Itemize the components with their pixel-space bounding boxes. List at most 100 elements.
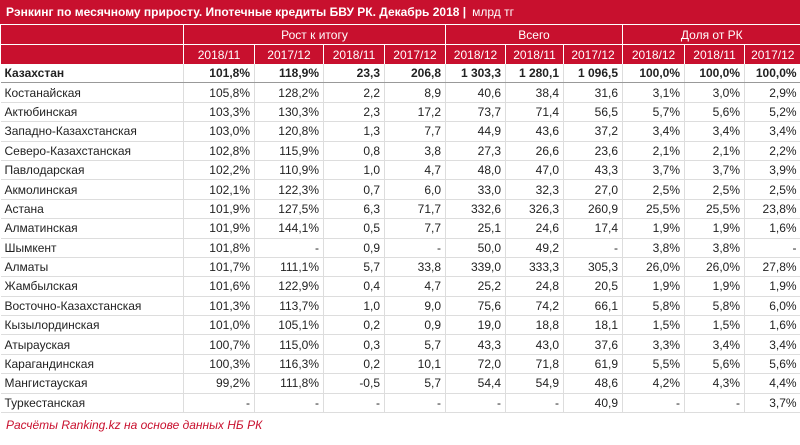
table-row: Актюбинская 103,3% 130,3% 2,3 17,2 73,7 71,4 56…: [0, 102, 800, 123]
cell: 111,1%: [254, 257, 324, 278]
cell: 0,7: [323, 179, 385, 200]
cell: 103,3%: [183, 102, 255, 123]
cell: 5,8%: [622, 296, 685, 317]
cell: -: [744, 238, 800, 258]
cell: 43,3: [562, 160, 623, 181]
cell: 100,7%: [183, 334, 255, 355]
cell: 26,6: [505, 141, 564, 161]
cell: 1,0: [323, 296, 385, 317]
table-row: Шымкент 101,8% -0,9-50,0 49,2-3,8% 3,8% -: [0, 238, 800, 258]
title: Рэнкинг по месячному приросту. Ипотечные…: [6, 5, 460, 19]
cell: 4,2%: [622, 373, 685, 394]
cell: 99,2%: [183, 373, 255, 394]
corner-cell: [0, 24, 184, 45]
cell: 71,7: [384, 199, 446, 220]
ranking-table: Рост к итогу Всего Доля от РК 2018/11 2017/1…: [0, 24, 800, 414]
cell: -: [323, 393, 385, 414]
cell: 6,0%: [744, 296, 800, 317]
cell: 101,0%: [183, 315, 255, 336]
cell: 27,0: [562, 179, 623, 200]
cell: 3,4%: [744, 121, 800, 142]
cell: 27,3: [445, 141, 506, 161]
region-name: Туркестанская: [0, 393, 184, 414]
cell: 0,2: [323, 354, 385, 375]
corner-cell: [0, 44, 184, 64]
table-row: Жамбылская 101,6% 122,9% 0,4 4,7 25,2 24,8 20,5…: [0, 276, 800, 297]
cell: 4,3%: [684, 373, 745, 394]
cell: 260,9: [562, 199, 623, 220]
column-header: 2018/12: [622, 44, 685, 64]
column-header: 2017/12: [744, 44, 800, 64]
cell: 33,8: [384, 257, 446, 278]
cell: 0,4: [323, 276, 385, 297]
cell: 7,7: [384, 218, 446, 239]
cell: 101,6%: [183, 276, 255, 297]
cell: 54,4: [445, 373, 506, 394]
group-header: Рост к итогу: [183, 24, 446, 45]
table-row: Павлодарская 102,2% 110,9% 1,0 4,7 48,0 47,0 43…: [0, 160, 800, 181]
cell: -: [622, 393, 685, 414]
cell: 3,0%: [684, 82, 745, 103]
table-row: Костанайская 105,8% 128,2% 2,2 8,9 40,6 38,4 31…: [0, 82, 800, 103]
column-header: 2017/12: [562, 44, 623, 64]
table-row: Восточно-Казахстанская 101,3% 113,7% 1,0 9,0…: [0, 296, 800, 317]
cell: 5,8%: [684, 296, 745, 317]
cell: 25,5%: [684, 199, 745, 220]
column-header: 2017/12: [254, 44, 324, 64]
cell: 40,6: [445, 82, 506, 103]
cell: 1,5%: [622, 315, 685, 336]
cell: 38,4: [505, 82, 564, 103]
cell: 17,2: [384, 102, 446, 123]
cell: 105,8%: [183, 82, 255, 103]
cell: 130,3%: [254, 102, 324, 123]
table-row: Туркестанская - - - - - -40,9- -3,7%: [0, 393, 800, 414]
cell: 20,5: [562, 276, 623, 297]
cell: 144,1%: [254, 218, 324, 239]
table-row: Алматинская 101,9% 144,1% 0,5 7,7 25,1 24,6 17,…: [0, 218, 800, 239]
cell: 24,6: [505, 218, 564, 239]
region-name: Жамбылская: [0, 276, 184, 297]
cell: 3,8%: [622, 238, 685, 258]
cell: 115,9%: [254, 141, 324, 161]
cell: 61,9: [562, 354, 623, 375]
cell: 2,2: [323, 82, 385, 103]
cell: 43,6: [505, 121, 564, 142]
cell: 25,1: [445, 218, 506, 239]
cell: 73,7: [445, 102, 506, 123]
title-bar: Рэнкинг по месячному приросту. Ипотечные…: [0, 0, 800, 24]
cell: 7,7: [384, 121, 446, 142]
group-header: Всего: [444, 24, 623, 45]
unit: млрд тг: [472, 5, 515, 19]
region-name: Кызылординская: [0, 315, 184, 336]
cell: 101,8%: [183, 64, 255, 84]
cell: 2,5%: [622, 179, 685, 200]
cell: 26,0%: [684, 257, 745, 278]
cell: 4,7: [384, 160, 446, 181]
cell: 3,4%: [622, 121, 685, 142]
cell: -: [183, 393, 255, 414]
cell: 1,9%: [684, 276, 745, 297]
cell: 326,3: [505, 199, 564, 220]
cell: 2,9%: [744, 82, 800, 103]
cell: 0,9: [384, 315, 446, 336]
cell: 31,6: [562, 82, 623, 103]
cell: 305,3: [562, 257, 623, 278]
cell: 0,8: [323, 141, 385, 161]
table-row: Акмолинская 102,1% 122,3% 0,7 6,0 33,0 32,3 27,…: [0, 179, 800, 200]
table-row: Кызылординская 101,0% 105,1% 0,2 0,9 19,0 18,8…: [0, 315, 800, 336]
cell: 118,9%: [254, 64, 324, 84]
cell: 100,3%: [183, 354, 255, 375]
cell: 43,3: [445, 334, 506, 355]
cell: 122,3%: [254, 179, 324, 200]
cell: 25,5%: [622, 199, 685, 220]
cell: 339,0: [445, 257, 506, 278]
cell: 5,6%: [684, 102, 745, 123]
cell: 23,8%: [744, 199, 800, 220]
cell: 101,9%: [183, 218, 255, 239]
column-header: 2018/11: [183, 44, 255, 64]
table-row: Астана 101,9% 127,5% 6,3 71,7 332,6 326,3 260,9…: [0, 199, 800, 220]
table-row: Мангистауская 99,2% 111,8% -0,5 5,7 54,4 54,9 4…: [0, 373, 800, 394]
region-name: Карагандинская: [0, 354, 184, 375]
cell: 5,7%: [622, 102, 685, 123]
cell: 1,9%: [744, 276, 800, 297]
